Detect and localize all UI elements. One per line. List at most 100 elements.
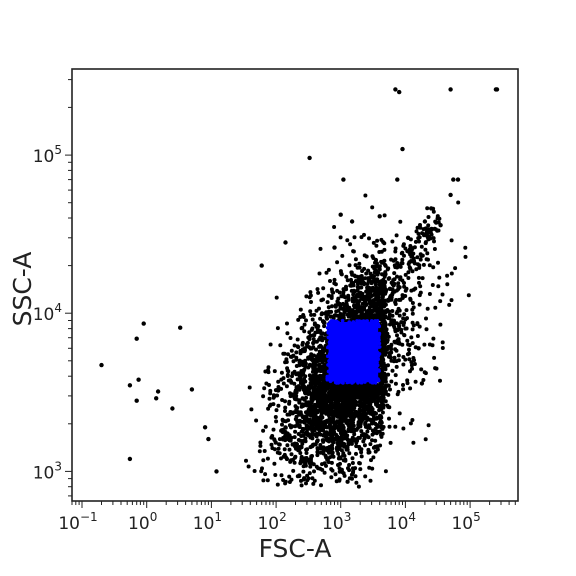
data-point	[407, 343, 412, 348]
data-point	[410, 320, 415, 325]
data-point	[393, 246, 398, 251]
data-point	[428, 231, 433, 235]
data-point	[292, 381, 297, 386]
data-point	[339, 467, 344, 472]
data-point	[377, 429, 382, 434]
data-point	[304, 451, 309, 455]
data-point	[262, 449, 267, 453]
data-point	[425, 206, 430, 211]
gated-point	[326, 369, 331, 374]
data-point	[272, 461, 277, 466]
data-point	[305, 344, 310, 349]
data-point	[335, 299, 340, 304]
data-point	[342, 444, 347, 449]
data-point	[343, 458, 348, 463]
data-point	[275, 326, 280, 331]
data-point	[355, 288, 360, 293]
data-point	[271, 402, 276, 407]
data-point	[369, 405, 374, 410]
data-point	[380, 272, 384, 277]
data-point	[263, 472, 268, 477]
data-point	[355, 411, 360, 416]
data-point	[426, 237, 431, 242]
data-point	[311, 442, 315, 447]
data-point	[371, 240, 376, 245]
data-point	[361, 439, 366, 444]
data-point	[321, 286, 326, 291]
data-point	[418, 223, 422, 227]
data-point	[316, 466, 321, 471]
data-point	[407, 247, 412, 252]
data-point	[402, 312, 407, 317]
data-point	[291, 468, 296, 473]
data-point	[299, 445, 304, 450]
data-point	[406, 270, 411, 275]
data-point	[335, 445, 339, 450]
data-point	[405, 352, 410, 357]
data-point	[341, 453, 345, 458]
data-point	[312, 312, 317, 317]
data-point	[348, 407, 353, 412]
data-point	[367, 423, 371, 428]
data-point	[283, 425, 288, 430]
data-point	[316, 387, 321, 392]
data-point	[308, 445, 313, 450]
data-point	[378, 381, 383, 386]
data-point	[268, 391, 273, 396]
data-point	[375, 415, 380, 420]
data-point	[386, 405, 391, 409]
data-point	[293, 397, 297, 401]
data-point	[336, 463, 340, 467]
data-point	[307, 330, 312, 335]
data-point	[432, 239, 436, 244]
data-point	[258, 443, 263, 448]
data-point	[306, 400, 311, 405]
data-point	[315, 439, 320, 444]
data-point	[370, 466, 375, 471]
data-point	[266, 365, 271, 370]
data-point	[398, 264, 403, 269]
data-point	[320, 360, 325, 365]
data-point	[423, 247, 428, 252]
data-point	[380, 260, 385, 265]
data-point	[324, 310, 329, 315]
data-point	[319, 312, 324, 317]
outlier-point	[422, 219, 428, 224]
data-point	[276, 403, 281, 408]
data-point	[357, 461, 362, 465]
data-point	[332, 225, 337, 229]
data-point	[393, 424, 398, 429]
data-point	[380, 335, 385, 340]
data-point	[320, 331, 325, 336]
data-point	[367, 400, 371, 405]
data-point	[322, 461, 327, 466]
outlier-point	[429, 206, 434, 211]
data-point	[412, 245, 417, 250]
data-point	[365, 429, 370, 434]
data-point	[379, 407, 384, 412]
data-point	[400, 257, 405, 262]
data-point	[357, 403, 362, 408]
data-point	[368, 478, 373, 483]
data-point	[312, 339, 317, 344]
outlier-point	[332, 245, 337, 250]
data-point	[285, 321, 289, 326]
data-point	[415, 334, 420, 338]
data-point	[372, 292, 377, 297]
data-point	[413, 286, 418, 291]
data-point	[351, 309, 356, 314]
data-point	[265, 456, 270, 461]
x-tick-label: 102	[257, 510, 286, 534]
data-point	[349, 270, 354, 275]
data-point	[304, 456, 309, 460]
data-point	[337, 478, 342, 483]
data-point	[283, 399, 287, 404]
data-point	[393, 373, 398, 378]
data-point	[370, 421, 374, 426]
data-point	[421, 227, 426, 232]
data-point	[427, 292, 432, 296]
data-point	[369, 385, 374, 390]
data-point	[354, 480, 359, 485]
data-point	[345, 445, 350, 450]
data-point	[415, 321, 420, 326]
